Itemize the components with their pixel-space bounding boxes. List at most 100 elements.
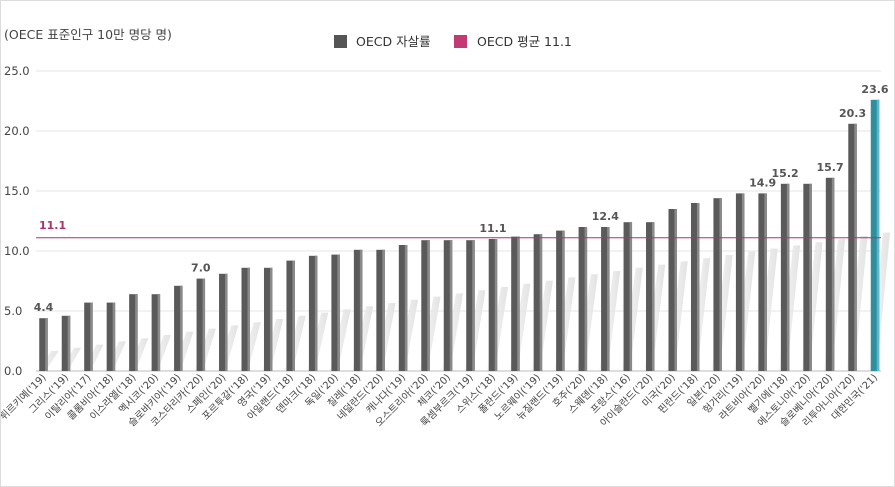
legend-average-swatch [454, 35, 467, 48]
bar-shade [629, 222, 633, 371]
bar-shade [202, 278, 206, 371]
bar [196, 278, 206, 371]
bar-shade [382, 249, 385, 371]
data-label: 15.7 [816, 161, 843, 174]
bar [623, 222, 633, 371]
legend-series-label: OECD 자살률 [356, 34, 431, 49]
bar-shade [112, 302, 116, 371]
bar [241, 267, 251, 371]
data-label: 15.2 [772, 167, 799, 180]
bar-shade [854, 123, 857, 371]
bar [758, 193, 767, 371]
y-tick-label: 20.0 [4, 124, 30, 138]
bar-shade [427, 240, 430, 371]
bar-shade [562, 230, 565, 371]
bar [533, 234, 543, 371]
bar-shade [494, 239, 498, 371]
y-tick-label: 0.0 [4, 364, 22, 378]
y-axis: 0.0 5.0 10.0 15.0 20.0 25.0 [4, 64, 30, 378]
bar [690, 203, 700, 371]
bar-shade [719, 198, 722, 371]
data-label: 14.9 [749, 176, 776, 189]
bar [308, 255, 318, 371]
bar [398, 245, 408, 371]
bar-shade [472, 240, 475, 371]
bar-shade [741, 193, 745, 371]
bar [511, 236, 520, 371]
bar [646, 222, 655, 371]
bar-shade [696, 203, 700, 371]
y-tick-label: 25.0 [4, 64, 30, 78]
bar-shade [135, 294, 138, 371]
gridlines [36, 70, 881, 372]
bar-shade [449, 240, 453, 371]
bar-shade [292, 260, 295, 371]
bar [556, 230, 565, 371]
bar-shade [157, 294, 161, 371]
bar [870, 99, 880, 372]
data-label: 7.0 [191, 262, 211, 275]
bar-shade [269, 267, 273, 371]
bar-shade [225, 273, 228, 371]
bar [129, 294, 138, 371]
bar [443, 240, 453, 371]
legend-average-label: OECD 평균 11.1 [477, 34, 572, 49]
bar [151, 294, 161, 371]
bar [578, 227, 588, 371]
bar [488, 239, 498, 371]
y-tick-label: 5.0 [4, 304, 22, 318]
bar-shade [90, 302, 93, 371]
data-label: 20.3 [839, 107, 866, 120]
legend-series-swatch [334, 35, 347, 48]
bar [286, 260, 295, 371]
bar [825, 177, 835, 371]
bar-shade [67, 315, 71, 371]
bar [263, 267, 273, 371]
bar [466, 240, 475, 371]
data-labels: 4.4 7.0 11.1 12.4 14.915.2 15.7 20.3 23.6 [34, 83, 889, 314]
bar [376, 249, 385, 371]
bar-shade [314, 255, 318, 371]
x-axis-labels: 튀르키예('19)그리스('19)이탈리아('17)콜롬비아('18)이스라엘(… [1, 371, 880, 429]
data-label: 4.4 [34, 301, 54, 314]
bar-shade [180, 285, 183, 371]
bars [39, 99, 880, 372]
data-label: 23.6 [861, 83, 888, 96]
data-label: 12.4 [592, 210, 619, 223]
bar [668, 209, 677, 371]
bar [174, 285, 183, 371]
bar-shade [786, 183, 790, 371]
y-tick-label: 15.0 [4, 184, 30, 198]
bar [39, 318, 48, 371]
bar [421, 240, 430, 371]
y-unit-label: (OECE 표준인구 10만 명당 명) [4, 27, 172, 42]
bar-shade [674, 209, 677, 371]
bar-shade [404, 245, 408, 371]
bar-shade [607, 227, 610, 371]
bar [84, 302, 93, 371]
bar [848, 123, 857, 371]
bar [331, 254, 340, 371]
bar-shade [359, 249, 363, 371]
average-value-label: 11.1 [39, 219, 66, 232]
bar [353, 249, 363, 371]
bar-shade [764, 193, 767, 371]
bar [601, 227, 610, 371]
bar-shade [809, 183, 812, 371]
y-tick-label: 10.0 [4, 244, 30, 258]
bar [780, 183, 790, 371]
bar-shade [831, 177, 835, 371]
bar [106, 302, 116, 371]
bar-shade [876, 99, 880, 372]
data-label: 11.1 [479, 222, 506, 235]
bar [803, 183, 812, 371]
legend: OECD 자살률 OECD 평균 11.1 [334, 34, 572, 49]
bar-shade [539, 234, 543, 371]
bar-shade [517, 236, 520, 371]
bar-shade [337, 254, 340, 371]
bar [219, 273, 228, 371]
average-line-group: 11.1 [36, 219, 881, 239]
bar [61, 315, 71, 371]
bar-shade [652, 222, 655, 371]
